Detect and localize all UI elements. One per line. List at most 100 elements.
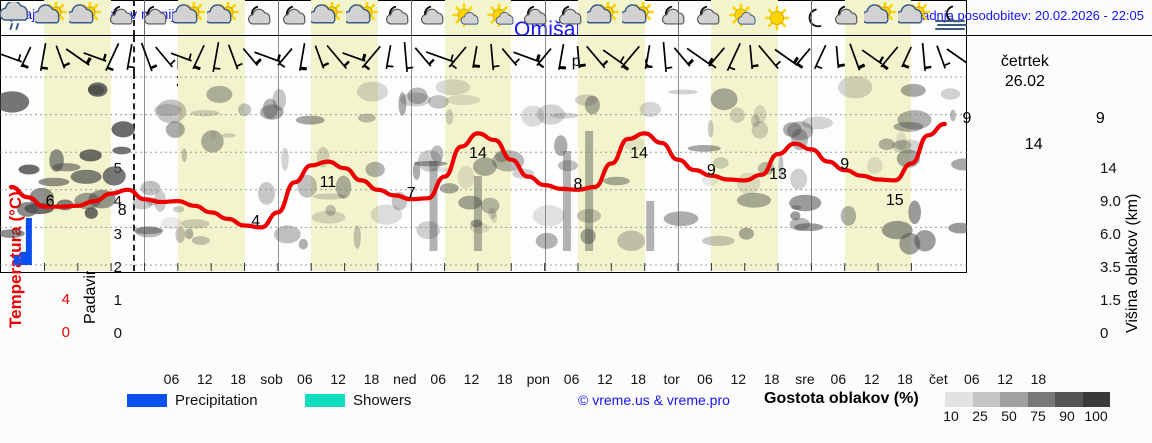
temperature-extreme-label: 8 xyxy=(117,201,127,219)
density-step xyxy=(1055,392,1083,407)
time-tick-ned: ned xyxy=(393,371,417,387)
cloud-density-field xyxy=(0,76,967,255)
temperature-extreme-label: 9 xyxy=(706,161,716,179)
time-tick-18: 18 xyxy=(897,371,913,387)
time-tick-sre: sre xyxy=(795,371,815,387)
time-tick-čet: čet xyxy=(929,371,948,387)
moon-fog-icon xyxy=(932,0,967,36)
time-tick-18: 18 xyxy=(363,371,380,387)
sun-cloud-icon xyxy=(587,0,622,36)
time-tick-12: 12 xyxy=(730,371,747,387)
density-tick: 75 xyxy=(1030,408,1046,424)
day-separator xyxy=(277,73,279,271)
current-time-marker xyxy=(133,0,136,36)
daylight-band xyxy=(177,73,245,271)
cloudheight-tick: 14 xyxy=(1100,160,1117,177)
current-time-marker xyxy=(133,36,136,73)
temperature-extreme-label: 8 xyxy=(573,175,583,193)
cloud-density-colorbar xyxy=(945,392,1110,407)
cloudheight-tick: 0 xyxy=(1100,325,1109,342)
time-tick-06: 06 xyxy=(830,371,847,387)
cloud-rain-icon xyxy=(0,0,35,36)
precipitation-tick: 4 xyxy=(113,193,122,210)
time-tick-12: 12 xyxy=(463,371,480,387)
day-separator xyxy=(811,36,813,73)
density-tick: 50 xyxy=(1001,408,1017,424)
temperature-tick: 4 xyxy=(61,291,70,308)
time-tick-sob: sob xyxy=(260,371,283,387)
time-tick-06: 06 xyxy=(430,371,446,387)
meteogram-plot[interactable]: 6 8 4 11 7 14 8 14 9 13 9 15 9 14 9 xyxy=(0,0,1152,273)
icon-day-separator xyxy=(144,0,146,36)
daylight-band xyxy=(844,36,912,73)
time-tick-12: 12 xyxy=(597,371,613,387)
daylight-band xyxy=(577,36,645,73)
precipitation-legend-label: Precipitation xyxy=(175,392,258,409)
sun-cloud-icon xyxy=(621,0,657,36)
moon-cloud-icon xyxy=(138,0,173,36)
time-tick-18: 18 xyxy=(1030,371,1047,387)
precipitation-bars xyxy=(13,218,32,265)
moon-cloud-icon xyxy=(380,0,415,36)
wind-barb-row xyxy=(0,36,1152,73)
time-tick-18: 18 xyxy=(497,371,513,387)
sun-smallcloud-icon xyxy=(449,0,484,36)
day-separator xyxy=(277,36,279,73)
cloud-density-label: Gostota oblakov (%) xyxy=(764,390,919,407)
graph-canvas xyxy=(0,73,1152,271)
temperature-extreme-label: 13 xyxy=(769,166,787,184)
time-tick-06: 06 xyxy=(163,371,180,387)
sun-icon xyxy=(760,0,795,36)
cloudheight-tick: 6.0 xyxy=(1100,226,1121,243)
time-tick-12: 12 xyxy=(997,371,1013,387)
daylight-band xyxy=(311,73,378,271)
sun-smallcloud-icon xyxy=(484,0,519,36)
moon-cloud-icon xyxy=(104,0,139,36)
day-separator xyxy=(411,36,413,73)
cloudheight-tick: 1.5 xyxy=(1100,292,1121,309)
icon-day-separator xyxy=(678,0,679,36)
day-separator xyxy=(811,73,813,271)
time-tick-06: 06 xyxy=(963,371,980,387)
temperature-extreme-label: 14 xyxy=(1024,136,1043,153)
moon-cloud-icon xyxy=(276,0,311,36)
copyright-text[interactable]: © vreme.us & vreme.pro xyxy=(578,392,730,408)
time-tick-tor: tor xyxy=(663,371,680,387)
icon-day-separator xyxy=(411,0,413,36)
showers-swatch xyxy=(305,394,345,407)
time-tick-18: 18 xyxy=(630,371,647,387)
sun-cloud-icon xyxy=(345,0,380,36)
day-separator xyxy=(678,36,679,73)
time-tick-12: 12 xyxy=(197,371,213,387)
temperature-extreme-label: 9 xyxy=(1095,110,1105,127)
moon-cloud-icon xyxy=(829,0,864,36)
daylight-band xyxy=(444,73,512,271)
time-tick-06: 06 xyxy=(297,371,313,387)
day-date: 26.02 xyxy=(1004,73,1045,90)
density-tick: 100 xyxy=(1084,408,1108,424)
precipitation-tick: 0 xyxy=(113,325,122,342)
temperature-extreme-label: 9 xyxy=(962,110,972,127)
temperature-extreme-label: 14 xyxy=(469,145,487,163)
weather-icon-row xyxy=(0,0,1152,36)
day-separator xyxy=(544,73,546,271)
moon-icon xyxy=(794,0,829,36)
moon-cloud-icon xyxy=(242,0,277,36)
time-tick-pon: pon xyxy=(526,371,550,387)
precipitation-swatch xyxy=(127,394,167,407)
sun-cloud-icon xyxy=(69,0,104,36)
temperature-extreme-label: 6 xyxy=(45,192,55,210)
precipitation-tick: 2 xyxy=(113,259,122,276)
precipitation-tick: 1 xyxy=(113,292,122,309)
moon-cloud-icon xyxy=(414,0,449,36)
day-name: četrtek xyxy=(1000,53,1049,70)
temperature-extreme-label: 15 xyxy=(885,192,904,210)
sun-cloud-icon xyxy=(207,0,242,36)
density-step xyxy=(1082,392,1110,407)
moon-cloud-icon xyxy=(691,0,726,36)
moon-cloud-icon xyxy=(656,0,691,36)
density-step xyxy=(1027,392,1055,407)
temperature-extreme-label: 4 xyxy=(251,213,261,231)
meteogram-graph: 6 8 4 11 7 14 8 14 9 13 9 15 9 14 9 xyxy=(0,73,1152,271)
last-updated: Zadnja posodobitev: 20.02.2026 - 22:05 xyxy=(914,8,1144,23)
